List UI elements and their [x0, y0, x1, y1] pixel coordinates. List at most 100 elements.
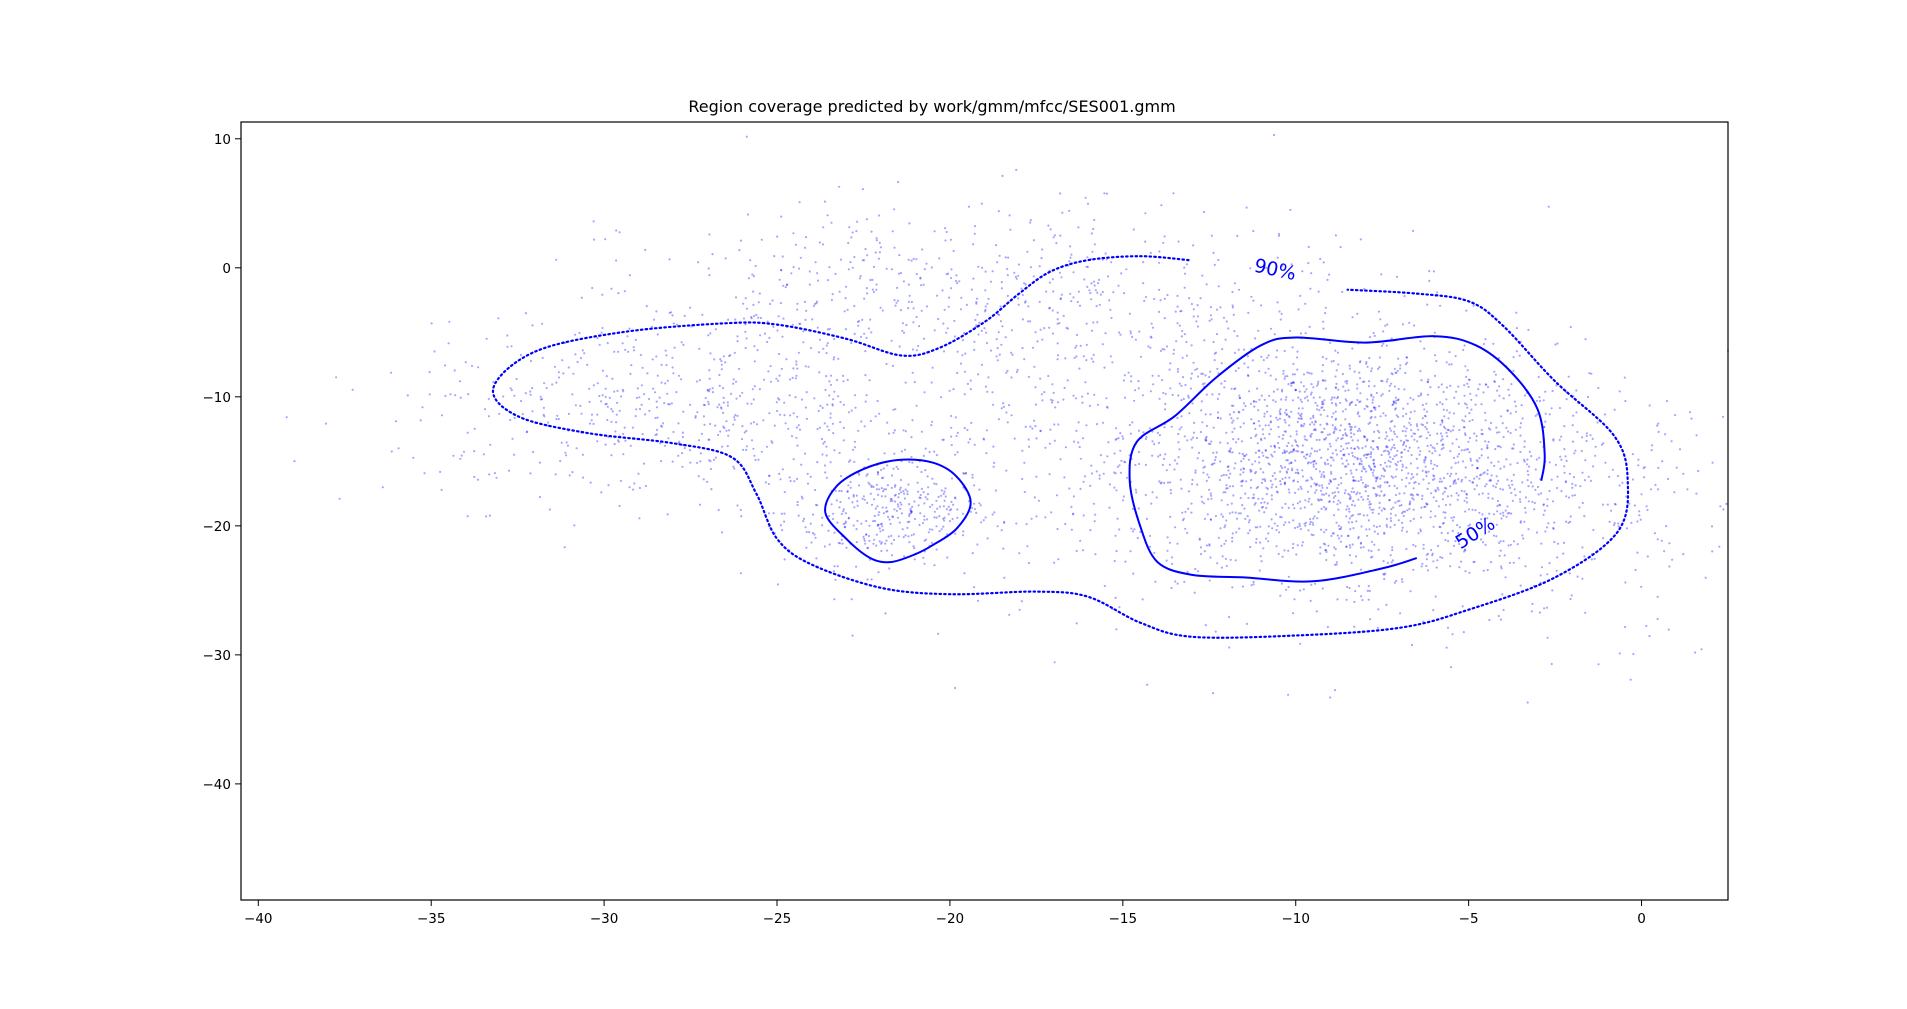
scatter-point: [880, 487, 883, 490]
scatter-point: [963, 426, 966, 430]
scatter-point: [944, 487, 947, 490]
scatter-point: [893, 208, 896, 211]
scatter-point: [720, 531, 724, 534]
scatter-point: [531, 387, 534, 390]
scatter-point: [910, 436, 913, 439]
scatter-point: [1051, 399, 1054, 402]
scatter-point: [1285, 413, 1288, 416]
scatter-point: [1072, 296, 1075, 299]
scatter-point: [1359, 546, 1362, 549]
scatter-point: [826, 403, 829, 406]
scatter-point: [1368, 589, 1371, 593]
scatter-point: [911, 371, 914, 374]
scatter-point: [744, 330, 747, 333]
scatter-point: [1056, 527, 1059, 531]
scatter-point: [1194, 469, 1197, 472]
scatter-point: [1464, 549, 1467, 552]
scatter-point: [1072, 271, 1075, 274]
scatter-point: [780, 512, 784, 515]
scatter-point: [1021, 449, 1024, 452]
scatter-point: [904, 534, 907, 537]
scatter-point: [462, 450, 466, 453]
scatter-point: [1124, 461, 1127, 464]
scatter-point: [1232, 313, 1235, 316]
scatter-point: [824, 471, 827, 474]
scatter-point: [833, 449, 836, 452]
scatter-point: [556, 414, 559, 417]
scatter-point: [943, 490, 946, 493]
scatter-point: [833, 356, 836, 359]
scatter-point: [1169, 387, 1172, 390]
scatter-point: [1337, 499, 1340, 502]
scatter-point: [1280, 398, 1283, 401]
scatter-point: [886, 464, 889, 467]
scatter-point: [1563, 471, 1566, 474]
scatter-point: [1077, 421, 1080, 424]
scatter-point: [923, 515, 926, 518]
scatter-point: [1215, 451, 1218, 454]
scatter-point: [1072, 513, 1075, 516]
scatter-point: [1027, 375, 1030, 378]
scatter-point: [1365, 528, 1368, 531]
scatter-point: [1233, 282, 1236, 285]
scatter-point: [1000, 287, 1004, 290]
scatter-point: [1410, 435, 1413, 438]
scatter-point: [1169, 481, 1172, 484]
scatter-point: [555, 381, 558, 384]
y-tick-label: −40: [203, 777, 232, 793]
scatter-point: [672, 322, 675, 325]
scatter-point: [1327, 494, 1331, 497]
scatter-point: [1091, 250, 1094, 253]
scatter-point: [1523, 520, 1526, 523]
scatter-point: [541, 322, 544, 325]
scatter-point: [856, 320, 860, 323]
scatter-point: [1208, 544, 1211, 547]
scatter-point: [1458, 566, 1461, 569]
scatter-point: [1617, 525, 1620, 528]
scatter-point: [701, 313, 704, 316]
scatter-point: [470, 364, 474, 368]
scatter-point: [864, 533, 868, 536]
scatter-point: [1420, 379, 1423, 382]
scatter-point: [1465, 403, 1468, 406]
scatter-point: [895, 509, 898, 512]
scatter-point: [802, 517, 806, 521]
scatter-point: [1265, 506, 1268, 510]
scatter-point: [1267, 367, 1270, 370]
scatter-point: [1242, 422, 1245, 425]
scatter-point: [1505, 515, 1508, 518]
scatter-point: [1038, 300, 1041, 303]
scatter-point: [1559, 455, 1562, 458]
scatter-point: [1403, 425, 1406, 428]
scatter-point: [1321, 356, 1324, 359]
scatter-point: [984, 305, 987, 308]
scatter-point: [1521, 534, 1524, 537]
scatter-point: [1284, 398, 1287, 401]
scatter-point: [1651, 444, 1654, 447]
scatter-point: [1526, 470, 1529, 473]
scatter-point: [1462, 631, 1465, 634]
scatter-point: [1232, 438, 1235, 441]
scatter-point: [1584, 459, 1587, 462]
scatter-point: [1345, 434, 1349, 437]
scatter-point: [1287, 585, 1290, 589]
scatter-point: [1473, 488, 1476, 491]
scatter-point: [777, 379, 780, 382]
scatter-point: [885, 506, 888, 509]
scatter-point: [1261, 451, 1264, 454]
scatter-point: [1390, 508, 1393, 511]
scatter-point: [1113, 559, 1116, 563]
scatter-point: [1473, 560, 1476, 563]
scatter-point: [856, 504, 859, 507]
scatter-point: [1079, 344, 1082, 347]
scatter-point: [1161, 347, 1164, 351]
scatter-point: [1483, 518, 1486, 521]
scatter-point: [1527, 328, 1530, 331]
scatter-point: [1336, 487, 1339, 490]
scatter-point: [1442, 492, 1445, 495]
x-tick-label: 0: [1637, 911, 1646, 927]
scatter-point: [605, 402, 608, 405]
scatter-point: [1234, 559, 1237, 562]
scatter-point: [736, 335, 739, 338]
scatter-point: [1419, 370, 1422, 373]
